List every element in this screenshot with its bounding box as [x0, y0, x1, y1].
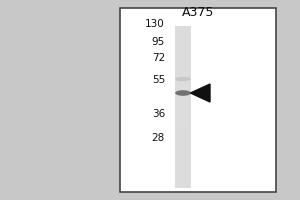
Bar	[175, 42, 191, 46]
Text: 95: 95	[152, 37, 165, 47]
Bar	[175, 26, 191, 188]
Bar	[175, 95, 191, 99]
Bar	[175, 71, 191, 75]
Bar	[175, 26, 191, 30]
Bar	[175, 91, 191, 95]
Bar	[175, 135, 191, 139]
Bar	[175, 148, 191, 152]
Text: 72: 72	[152, 53, 165, 63]
Ellipse shape	[175, 77, 191, 81]
Bar	[175, 79, 191, 83]
Bar	[175, 176, 191, 180]
Bar	[175, 111, 191, 115]
Bar	[175, 119, 191, 123]
Bar	[175, 131, 191, 135]
Bar	[175, 180, 191, 184]
Ellipse shape	[175, 90, 191, 96]
Bar	[175, 152, 191, 156]
Bar	[175, 46, 191, 50]
Bar	[175, 184, 191, 188]
Bar	[175, 107, 191, 111]
Bar	[175, 38, 191, 42]
Text: A375: A375	[182, 6, 214, 19]
Bar	[175, 172, 191, 176]
Text: 55: 55	[152, 75, 165, 85]
Bar	[175, 160, 191, 164]
Bar	[175, 54, 191, 58]
Bar	[175, 62, 191, 66]
Bar	[175, 99, 191, 103]
Bar	[175, 103, 191, 107]
Text: 36: 36	[152, 109, 165, 119]
Bar	[175, 139, 191, 143]
Bar	[120, 8, 276, 192]
Bar	[175, 30, 191, 34]
Text: 28: 28	[152, 133, 165, 143]
Bar	[175, 34, 191, 38]
Bar	[175, 66, 191, 71]
Bar	[175, 50, 191, 54]
Bar	[175, 75, 191, 79]
Bar	[175, 123, 191, 127]
Bar	[175, 83, 191, 87]
Bar	[175, 115, 191, 119]
Bar	[175, 143, 191, 147]
Bar	[175, 164, 191, 168]
Bar	[175, 127, 191, 131]
Bar	[175, 156, 191, 160]
Bar	[175, 168, 191, 172]
Bar	[175, 58, 191, 62]
Polygon shape	[190, 84, 210, 102]
Bar	[175, 87, 191, 91]
Text: 130: 130	[145, 19, 165, 29]
